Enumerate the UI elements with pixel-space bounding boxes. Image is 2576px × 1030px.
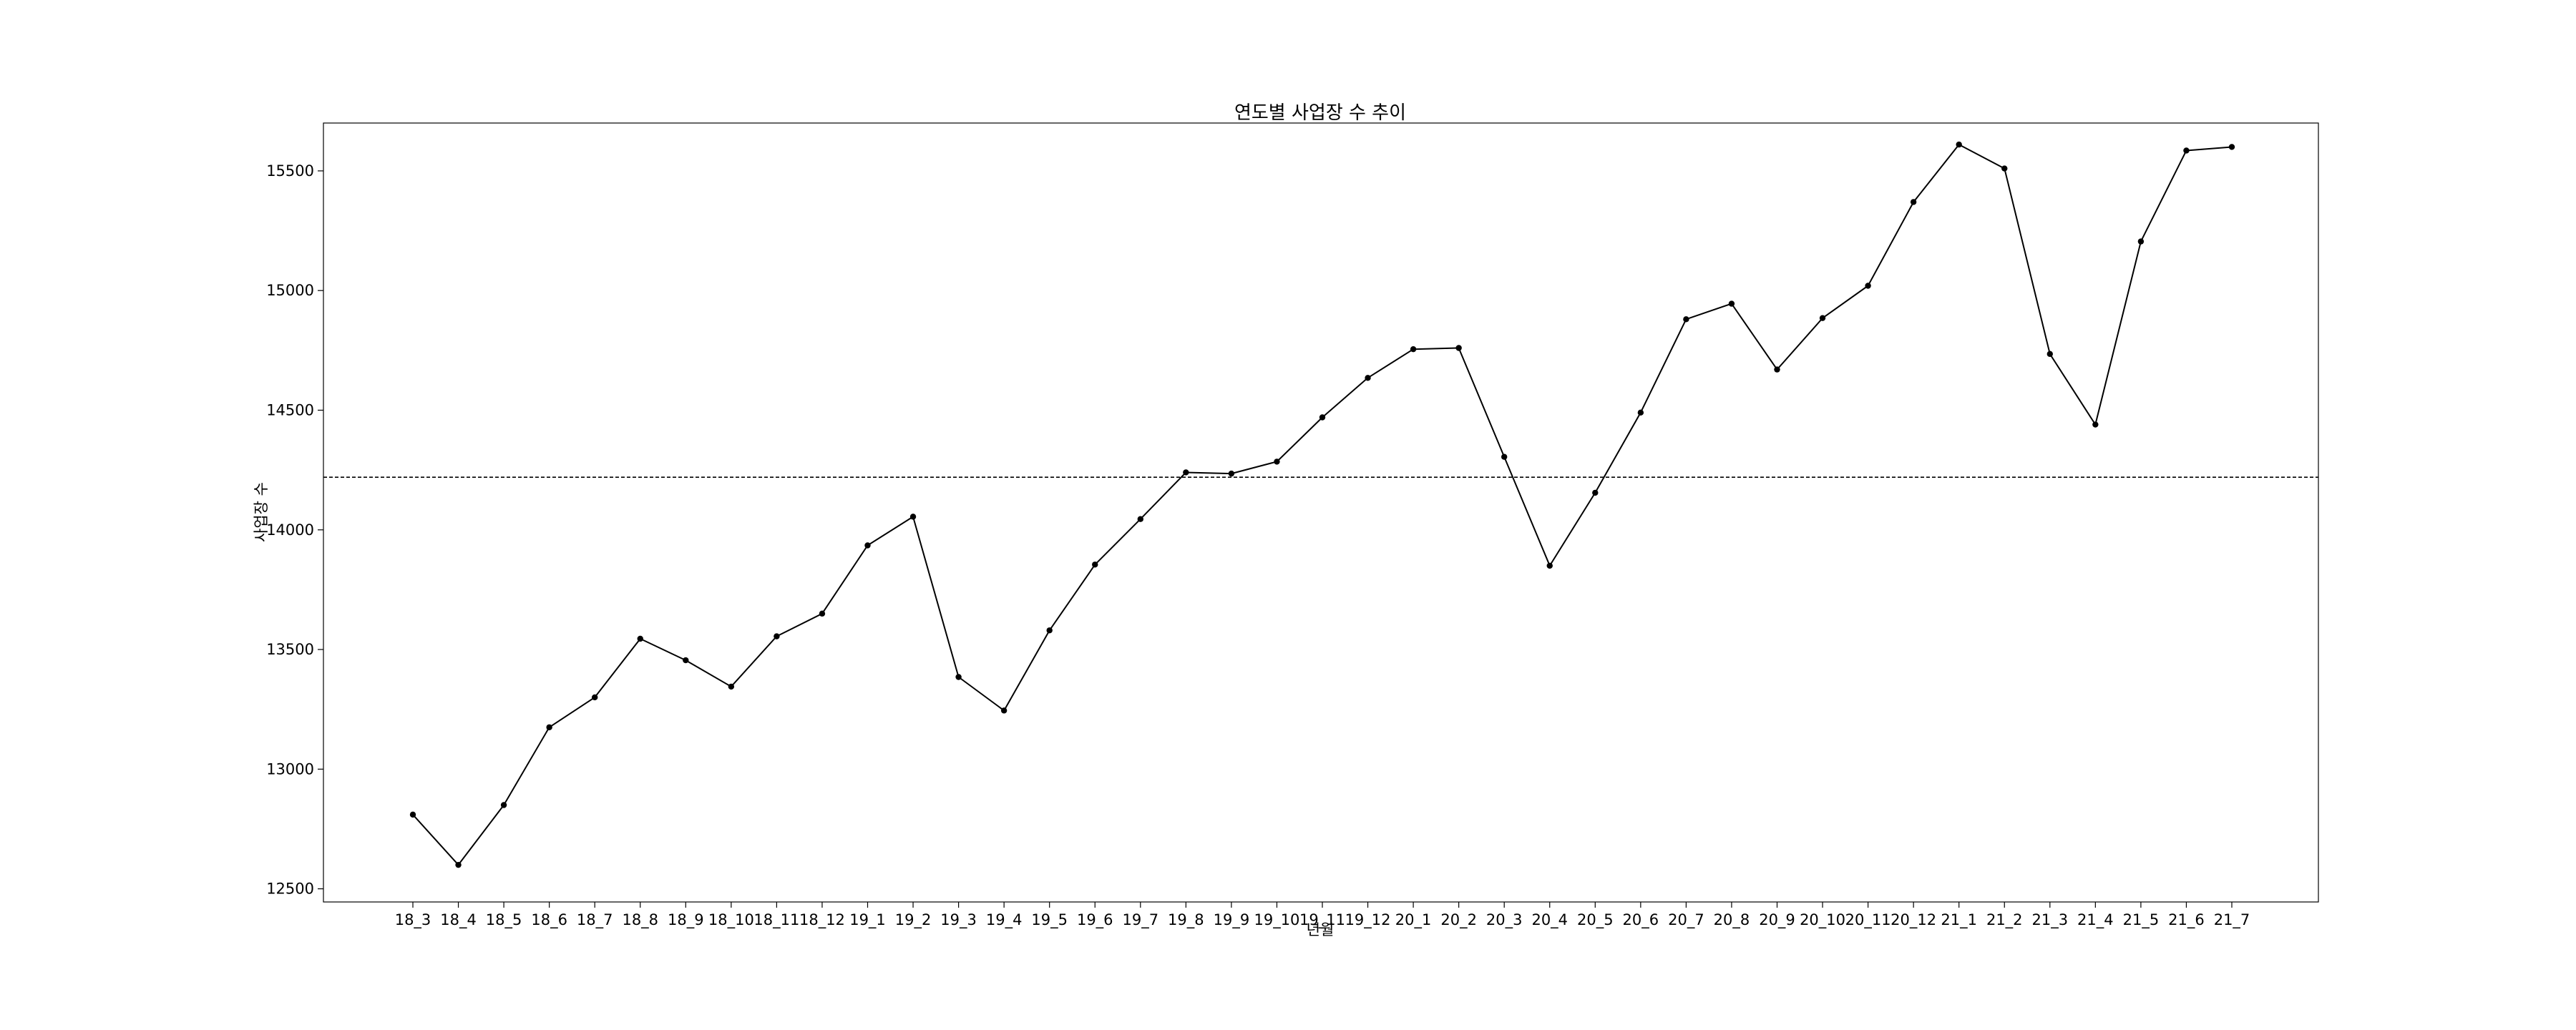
series-group — [409, 141, 2235, 868]
data-point — [1683, 316, 1689, 323]
x-tick-label: 18_8 — [622, 911, 658, 929]
data-point — [774, 633, 780, 639]
x-tick-label: 20_6 — [1623, 911, 1659, 929]
x-tick-label: 18_7 — [577, 911, 613, 929]
x-tick-label: 18_5 — [486, 911, 522, 929]
x-tick-label: 18_9 — [668, 911, 704, 929]
data-point — [455, 861, 462, 868]
data-point — [1092, 561, 1098, 568]
data-point — [1637, 409, 1644, 416]
x-tick-label: 19_9 — [1214, 911, 1250, 929]
y-tick-label: 15500 — [266, 162, 314, 180]
series-line — [412, 144, 2233, 866]
x-tick-label: 21_1 — [1941, 911, 1977, 929]
data-point — [500, 802, 507, 808]
data-point — [1000, 707, 1008, 714]
x-tick-label: 21_6 — [2168, 911, 2205, 929]
plot-area-frame — [323, 122, 2319, 903]
x-tick-label: 19_8 — [1168, 911, 1204, 929]
data-point — [2001, 165, 2008, 172]
x-tick-label: 20_3 — [1486, 911, 1523, 929]
y-tick-label: 15000 — [266, 282, 314, 299]
y-tick-label: 13500 — [266, 641, 314, 658]
x-tick-label: 19_4 — [986, 911, 1023, 929]
data-point — [1728, 300, 1735, 307]
x-tick-label: 20_1 — [1395, 911, 1432, 929]
data-point — [1183, 469, 1189, 476]
x-tick-label: 21_2 — [1986, 911, 2023, 929]
data-point — [1546, 562, 1553, 569]
x-tick-label: 21_3 — [2032, 911, 2069, 929]
x-tick-label: 21_7 — [2214, 911, 2250, 929]
x-tick-label: 18_12 — [799, 911, 845, 929]
x-tick-label: 19_6 — [1077, 911, 1113, 929]
data-point — [2137, 238, 2145, 245]
x-tick-label: 18_3 — [395, 911, 431, 929]
chart-title: 연도별 사업장 수 추이 — [1234, 102, 1406, 124]
x-tick-label: 19_2 — [895, 911, 932, 929]
x-tick-label: 19_11 — [1299, 911, 1345, 929]
data-point — [819, 610, 826, 617]
x-tick-label: 18_4 — [440, 911, 477, 929]
data-point — [637, 635, 643, 642]
data-point — [909, 514, 917, 520]
x-tick-label: 20_5 — [1577, 911, 1614, 929]
x-tick-label: 19_3 — [940, 911, 977, 929]
x-axis-ticks: 18_3 18_4 18_5 18_6 18_7 18_8 18_9 18_10 18_11 18… — [395, 902, 2250, 929]
data-point — [1774, 366, 1780, 373]
x-tick-label: 20_7 — [1668, 911, 1704, 929]
data-point — [1501, 453, 1508, 460]
x-axis-label: 년월 — [1307, 921, 1335, 938]
y-tick-label: 13000 — [266, 760, 314, 778]
data-point — [592, 694, 598, 701]
x-tick-label: 20_12 — [1890, 911, 1936, 929]
y-tick-label: 12500 — [266, 881, 314, 898]
data-point — [1365, 375, 1371, 381]
data-point — [546, 724, 552, 730]
data-point — [1956, 141, 1962, 148]
data-point — [1228, 470, 1235, 477]
x-tick-label: 20_4 — [1531, 911, 1568, 929]
data-point — [2183, 147, 2190, 154]
x-tick-label: 21_4 — [2077, 911, 2114, 929]
plot-frame — [323, 122, 2319, 903]
data-point — [955, 674, 962, 680]
data-point — [1910, 199, 1917, 205]
x-tick-label: 20_11 — [1845, 911, 1891, 929]
data-point — [1319, 414, 1326, 421]
y-axis-ticks: 12500 13000 13500 14000 14500 15000 15500 — [266, 162, 323, 898]
data-point — [1410, 345, 1417, 353]
x-tick-label: 20_10 — [1800, 911, 1845, 929]
x-tick-label: 18_11 — [753, 911, 799, 929]
x-tick-label: 19_7 — [1123, 911, 1159, 929]
x-tick-label: 18_6 — [531, 911, 567, 929]
x-tick-label: 21_5 — [2123, 911, 2160, 929]
x-tick-label: 19_5 — [1031, 911, 1068, 929]
data-point — [1592, 489, 1599, 496]
data-point — [2092, 421, 2099, 428]
data-point — [683, 657, 689, 664]
y-tick-label: 14500 — [266, 401, 314, 418]
data-point — [1274, 458, 1280, 465]
x-tick-label: 19_1 — [849, 911, 886, 929]
data-point — [864, 542, 871, 549]
y-axis-label: 사업장 수 — [253, 482, 270, 542]
data-point — [1865, 283, 1871, 289]
data-point — [2046, 350, 2053, 358]
data-point — [1455, 345, 1462, 351]
data-point — [1819, 315, 1826, 321]
x-tick-label: 20_8 — [1714, 911, 1750, 929]
x-tick-label: 18_10 — [708, 911, 754, 929]
data-point — [409, 811, 416, 818]
data-point — [1137, 516, 1144, 522]
x-tick-label: 20_2 — [1440, 911, 1477, 929]
x-tick-label: 20_9 — [1759, 911, 1795, 929]
x-tick-label: 19_12 — [1345, 911, 1391, 929]
data-point — [1046, 627, 1053, 634]
y-tick-label: 14000 — [266, 521, 314, 539]
x-tick-label: 19_10 — [1254, 911, 1299, 929]
data-point — [2228, 144, 2235, 150]
data-point — [728, 683, 735, 690]
